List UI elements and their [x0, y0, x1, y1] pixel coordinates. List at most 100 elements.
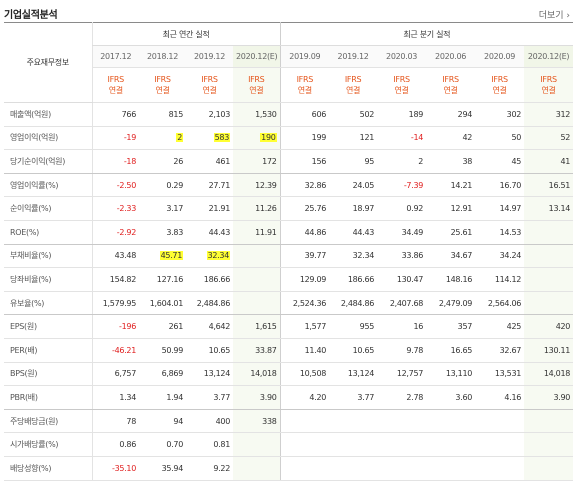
cell-value: 1,604.01 — [149, 298, 184, 308]
table-cell: 0.29 — [139, 173, 186, 198]
cell-value: 16.70 — [499, 180, 522, 190]
table-cell: 32.34 — [329, 244, 378, 269]
table-cell: 766 — [91, 102, 139, 127]
row-label: 매출액(억원) — [4, 102, 92, 127]
table-cell: 955 — [329, 314, 378, 339]
table-cell: 3.17 — [139, 196, 186, 221]
cell-value: 21.91 — [208, 204, 231, 214]
basis-line1: IFRS — [296, 75, 314, 84]
table-cell: 34.67 — [426, 244, 476, 269]
table-cell: 4.16 — [475, 385, 525, 410]
table-cell: 0.81 — [186, 432, 233, 457]
table-cell: 13,531 — [475, 362, 525, 387]
basis-line1: IFRS — [107, 75, 125, 84]
cell-value: 156 — [311, 156, 327, 166]
basis-line1: IFRS — [154, 75, 171, 84]
row-label: PER(배) — [4, 338, 92, 363]
table-cell: 6,757 — [91, 362, 139, 387]
cell-value: 172 — [262, 156, 277, 166]
table-cell: 0.70 — [139, 432, 186, 457]
row-label: 당좌비율(%) — [4, 267, 92, 292]
table-cell: 1,577 — [279, 314, 330, 339]
cell-value: 11.40 — [304, 345, 327, 355]
annual-header: 최근 연간 실적 — [91, 22, 281, 46]
cell-value: 13,110 — [445, 369, 473, 379]
cell-value: 33.86 — [401, 251, 424, 261]
cell-value: 4.16 — [504, 392, 522, 402]
table-cell: 4,642 — [186, 314, 233, 339]
cell-value: 2,524.36 — [292, 298, 327, 308]
table-cell: 26 — [139, 149, 186, 174]
cell-value: 766 — [121, 109, 137, 119]
table-cell: 41 — [524, 149, 574, 174]
table-cell: 2,484.86 — [186, 291, 233, 316]
table-cell: 33.86 — [377, 244, 427, 269]
table-cell: 52 — [524, 126, 574, 151]
table-cell: 6,869 — [139, 362, 186, 387]
basis-header: IFRS 연결 — [186, 67, 233, 103]
row-label: 영업이익(억원) — [4, 126, 92, 151]
cell-value: 42 — [462, 133, 473, 143]
cell-value: 294 — [457, 109, 473, 119]
table-cell: 2,564.06 — [475, 291, 525, 316]
basis-line2: 연결 — [541, 86, 556, 95]
table-cell — [329, 432, 378, 457]
row-label: BPS(원) — [4, 362, 92, 387]
table-cell: 1,530 — [233, 102, 281, 127]
cell-value: 6,869 — [161, 369, 184, 379]
cell-value: 121 — [359, 133, 375, 143]
table-cell: 16.51 — [524, 173, 574, 198]
table-cell: -2.50 — [91, 173, 139, 198]
cell-value: 955 — [359, 322, 375, 332]
cell-value: 2.78 — [406, 392, 424, 402]
table-cell — [524, 267, 574, 292]
cell-value: -7.39 — [403, 180, 424, 190]
basis-line2: 연결 — [249, 86, 264, 95]
table-cell: 45 — [475, 149, 525, 174]
cell-value: 25.76 — [304, 204, 327, 214]
highlighted-value: 2 — [176, 133, 183, 143]
table-cell: 156 — [279, 149, 330, 174]
section-title: 기업실적분석 — [4, 10, 58, 21]
basis-line2: 연결 — [155, 86, 170, 95]
cell-value: 3.77 — [357, 392, 375, 402]
table-cell: 3.90 — [524, 385, 574, 410]
cell-value: -35.10 — [112, 463, 136, 473]
table-cell: 25.76 — [279, 196, 330, 221]
table-cell: 32.67 — [475, 338, 525, 363]
cell-value: 2 — [418, 156, 424, 166]
table-cell: 114.12 — [475, 267, 525, 292]
table-cell: 1,604.01 — [139, 291, 186, 316]
basis-header: IFRS 연결 — [329, 67, 378, 103]
table-cell: 44.43 — [329, 220, 378, 245]
basis-header: IFRS 연결 — [377, 67, 427, 103]
cell-value: 154.82 — [109, 274, 137, 284]
period-header: 2020.09 — [475, 45, 525, 68]
table-cell: 13,124 — [329, 362, 378, 387]
table-cell: 3.77 — [186, 385, 233, 410]
cell-value: 41 — [560, 156, 571, 166]
highlighted-value: 190 — [260, 133, 277, 143]
table-cell: 25.61 — [426, 220, 476, 245]
cell-value: 25.61 — [450, 227, 473, 237]
period-header: 2018.12 — [139, 45, 186, 68]
table-cell: 3.90 — [233, 385, 281, 410]
table-cell: 42 — [426, 126, 476, 151]
table-cell: 121 — [329, 126, 378, 151]
table-row: 순이익률(%) -2.33 3.17 21.91 11.26 25.76 18.97 0.92… — [4, 196, 574, 221]
financial-table: 주요재무정보 최근 연간 실적 최근 분기 실적 2017.12 2018.12 2… — [4, 22, 574, 481]
table-cell: 312 — [524, 102, 574, 127]
basis-line2: 연결 — [345, 86, 361, 95]
table-cell: -7.39 — [377, 173, 427, 198]
basis-line1: IFRS — [442, 75, 459, 84]
more-link[interactable]: 더보기 › — [539, 8, 570, 21]
cell-value: 32.34 — [352, 251, 375, 261]
table-row: ROE(%) -2.92 3.83 44.43 11.91 44.86 44.43 34.49… — [4, 220, 574, 245]
table-cell: 13,124 — [186, 362, 233, 387]
table-cell: 0.86 — [91, 432, 139, 457]
cell-value: 3.90 — [259, 392, 277, 402]
table-cell: 425 — [475, 314, 525, 339]
basis-line1: IFRS — [540, 75, 557, 84]
cell-value: 3.83 — [166, 227, 183, 237]
table-cell: 32.86 — [279, 173, 330, 198]
